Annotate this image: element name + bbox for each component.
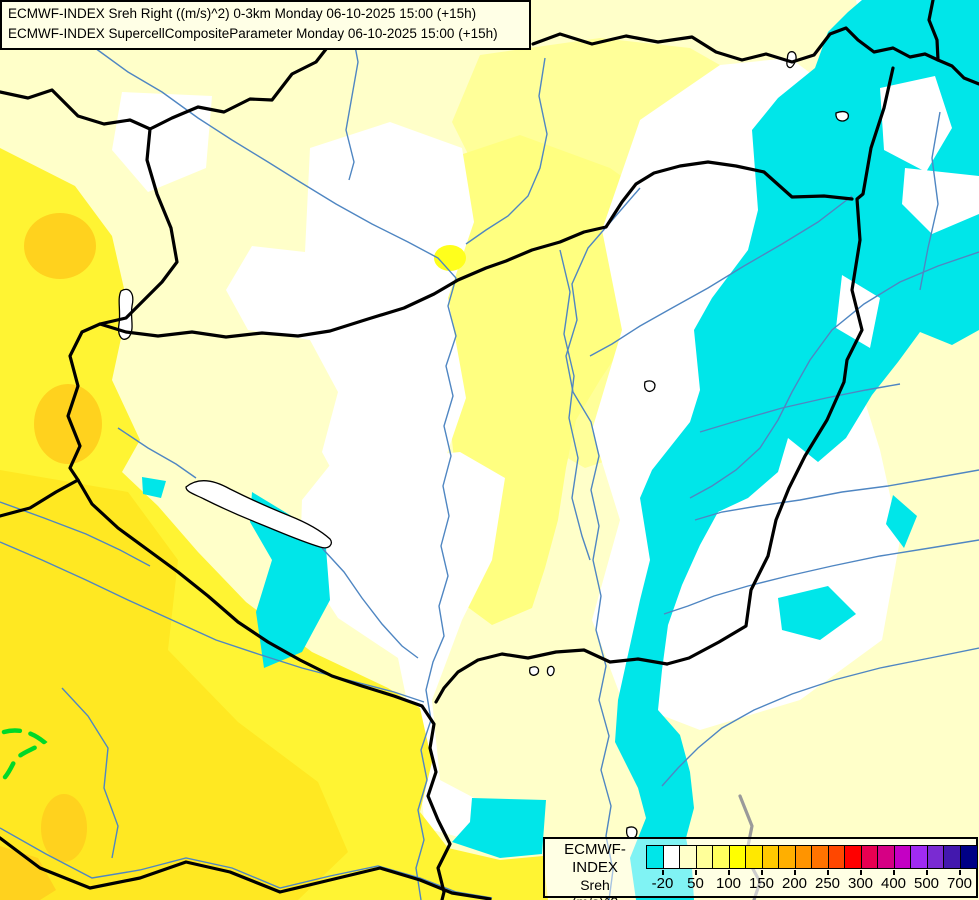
legend-tick-label: 500 (913, 875, 940, 892)
lake-balaton (185, 480, 333, 549)
lake-small-3 (529, 666, 540, 676)
legend-tick-label: 700 (946, 875, 973, 892)
legend-tick-label: 200 (781, 875, 808, 892)
legend-tick (760, 870, 763, 875)
legend-subtitle: Sreh (580, 877, 610, 893)
river-koros-diag (699, 383, 901, 433)
legend-color-cell (762, 846, 779, 868)
border-south-sava (0, 836, 492, 900)
legend-units: (m/s)^2 (545, 894, 645, 900)
border-ne-diagonal (148, 24, 344, 131)
river-ne-edge (919, 111, 941, 291)
lakes (117, 51, 850, 839)
shade-bright-spot (434, 245, 466, 271)
legend-tick (925, 870, 928, 875)
border-drava (76, 478, 452, 900)
river-mura (0, 501, 151, 567)
shade-sw-deep-yellow (0, 470, 348, 900)
legend-color-cell (828, 846, 845, 868)
legend-color-cell (663, 846, 680, 868)
legend-color-cell (812, 846, 829, 868)
legend-tick (826, 870, 829, 875)
lake-small-1 (786, 51, 797, 69)
legend-tick (661, 870, 664, 875)
legend-tick (793, 870, 796, 875)
river-zala (117, 427, 197, 479)
legend-tick (727, 870, 730, 875)
legend-color-cell (960, 846, 977, 868)
legend: ECMWF-INDEX Sreh (m/s)^2 -20 50 100 150 200 2… (543, 837, 978, 900)
legend-tick-label: 400 (880, 875, 907, 892)
river-maros (661, 647, 979, 787)
legend-color-cell (647, 846, 664, 868)
border-south (434, 648, 669, 704)
legend-color-cell (894, 846, 911, 868)
legend-color-cell (845, 846, 862, 868)
legend-text: ECMWF-INDEX Sreh (m/s)^2 (545, 841, 645, 900)
legend-color-cell (779, 846, 796, 868)
legend-tick (892, 870, 895, 875)
lake-small-6 (644, 380, 656, 393)
legend-tick (859, 870, 862, 875)
border-mid-east (98, 160, 854, 339)
legend-title: ECMWF-INDEX (564, 841, 626, 876)
legend-tick-label: 100 (715, 875, 742, 892)
river-danube (94, 47, 457, 900)
title-box: ECMWF-INDEX Sreh Right ((m/s)^2) 0-3km M… (0, 0, 531, 50)
legend-tick-label: -20 (651, 875, 674, 892)
supercell-contour (0, 728, 48, 783)
shade-gold-cores (0, 213, 102, 900)
river-vah (465, 57, 548, 245)
title-line-1: ECMWF-INDEX Sreh Right ((m/s)^2) 0-3km M… (8, 6, 477, 21)
border-nw-horizontal (0, 88, 152, 131)
legend-color-cell (878, 846, 895, 868)
legend-color-cell (746, 846, 763, 868)
legend-color-cell (680, 846, 697, 868)
legend-colorbar (646, 845, 978, 869)
title-line-2: ECMWF-INDEX SupercellCompositeParameter … (8, 26, 498, 41)
river-koros-2 (663, 539, 979, 615)
legend-color-cell (795, 846, 812, 868)
legend-color-cell (911, 846, 928, 868)
river-sava (0, 827, 493, 899)
river-drava (0, 541, 425, 703)
river-upper-tisza (589, 195, 853, 357)
border-sw-branch (0, 478, 80, 518)
legend-tick (694, 870, 697, 875)
legend-tick-label: 50 (687, 875, 704, 892)
legend-tick-label: 150 (748, 875, 775, 892)
legend-color-cell (944, 846, 961, 868)
legend-tick-label: 300 (847, 875, 874, 892)
legend-color-cell (729, 846, 746, 868)
river-koros-1 (694, 469, 979, 521)
lake-small-4 (546, 665, 555, 677)
river-nw-small (345, 29, 359, 181)
legend-tick (958, 870, 961, 875)
river-sw-squiggle (61, 687, 119, 859)
river-ne-tributary (689, 251, 979, 499)
border-top-stub (927, 0, 940, 62)
lake-small-2 (835, 111, 850, 122)
river-sio (321, 547, 419, 659)
river-zagyva (559, 249, 591, 561)
legend-color-cell (927, 846, 944, 868)
lake-ferto (117, 288, 134, 340)
legend-color-cell (713, 846, 730, 868)
legend-color-cell (861, 846, 878, 868)
border-east-vertical (665, 66, 895, 666)
river-tisza (565, 187, 641, 900)
border-west-vertical (66, 127, 179, 482)
legend-tick-label: 250 (814, 875, 841, 892)
rivers (0, 29, 979, 900)
lake-small-5 (626, 826, 638, 839)
legend-color-cell (696, 846, 713, 868)
border-top-arc (531, 26, 979, 86)
